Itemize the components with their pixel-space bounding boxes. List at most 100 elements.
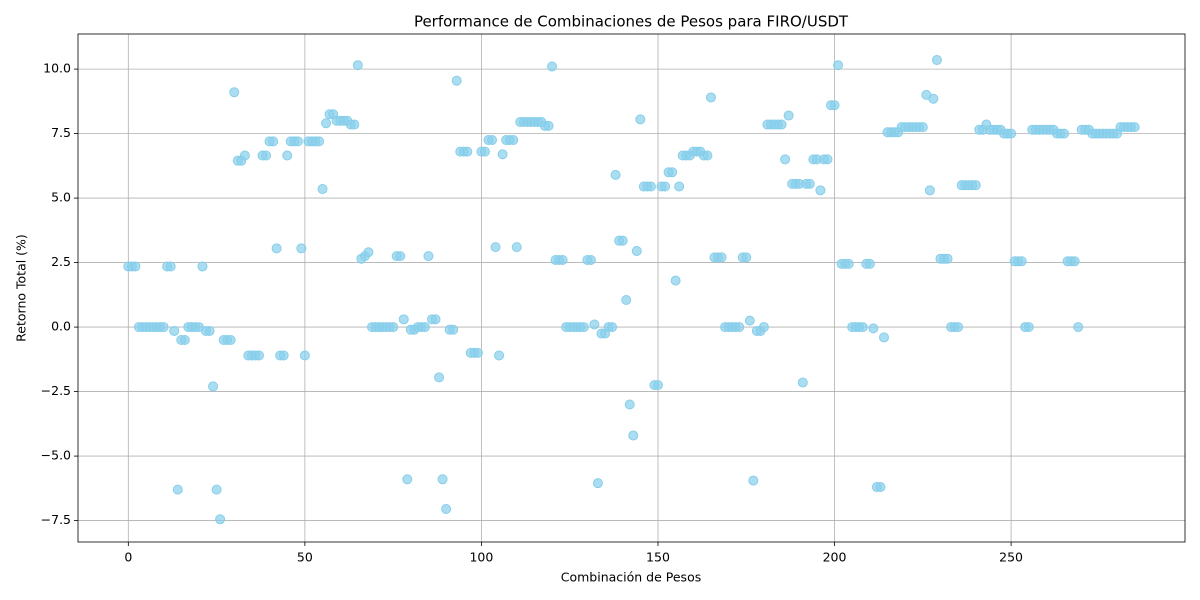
point	[621, 294, 632, 305]
point	[557, 255, 568, 266]
y-tick-label: 7.5	[51, 125, 71, 140]
point	[352, 60, 363, 71]
y-tick-label: −2.5	[41, 383, 71, 398]
point	[1006, 128, 1017, 139]
point	[211, 484, 222, 495]
point	[296, 243, 307, 254]
point	[942, 253, 953, 264]
point	[783, 110, 794, 121]
x-tick-label: 100	[469, 550, 493, 565]
point	[917, 122, 928, 133]
point	[864, 258, 875, 269]
point	[282, 150, 293, 161]
point	[1129, 122, 1140, 133]
point	[1073, 322, 1084, 333]
point	[1069, 256, 1080, 267]
point	[490, 242, 501, 253]
point	[628, 430, 639, 441]
point	[423, 251, 434, 262]
plot-frame	[77, 33, 1186, 543]
y-tick-label: −7.5	[41, 512, 71, 527]
point	[741, 252, 752, 263]
point	[253, 350, 264, 361]
point	[624, 399, 635, 410]
point	[479, 146, 490, 157]
point	[441, 503, 452, 514]
y-axis-label: Retorno Total (%)	[14, 234, 29, 342]
point	[631, 245, 642, 256]
point	[705, 92, 716, 103]
point	[225, 334, 236, 345]
point	[158, 322, 169, 333]
point	[670, 275, 681, 286]
point	[487, 135, 498, 146]
point	[928, 93, 939, 104]
point	[970, 180, 981, 191]
point	[797, 377, 808, 388]
point	[434, 372, 445, 383]
point	[829, 100, 840, 111]
point	[868, 323, 879, 334]
point	[313, 136, 324, 147]
point	[508, 135, 519, 146]
x-tick-label: 50	[297, 550, 313, 565]
x-tick-label: 150	[646, 550, 670, 565]
point	[744, 315, 755, 326]
point	[748, 475, 759, 486]
point	[261, 150, 272, 161]
point	[857, 322, 868, 333]
point	[645, 181, 656, 192]
point	[204, 325, 215, 336]
point	[758, 322, 769, 333]
point	[617, 235, 628, 246]
y-tick-label: 10.0	[43, 61, 71, 76]
point	[497, 149, 508, 160]
x-axis-label: Combinación de Pesos	[561, 570, 702, 585]
point	[349, 119, 360, 130]
x-tick-label: 250	[999, 550, 1023, 565]
point	[451, 75, 462, 86]
point	[215, 514, 226, 525]
point	[878, 332, 889, 343]
point	[197, 261, 208, 272]
point	[239, 150, 250, 161]
point	[589, 319, 600, 330]
point	[660, 181, 671, 192]
point	[165, 261, 176, 272]
point	[430, 314, 441, 325]
point	[953, 322, 964, 333]
point	[610, 169, 621, 180]
point	[780, 154, 791, 165]
point	[815, 185, 826, 196]
point	[278, 350, 289, 361]
point	[652, 380, 663, 391]
point	[395, 251, 406, 262]
point	[734, 322, 745, 333]
point	[448, 324, 459, 335]
point	[229, 87, 240, 98]
point	[833, 60, 844, 71]
point	[843, 258, 854, 269]
point	[437, 474, 448, 485]
y-tick-label: 5.0	[51, 190, 71, 205]
point	[271, 243, 282, 254]
point	[388, 322, 399, 333]
point	[875, 482, 886, 493]
point	[472, 347, 483, 358]
point	[804, 178, 815, 189]
point	[543, 120, 554, 131]
chart-title: Performance de Combinaciones de Pesos pa…	[414, 13, 849, 31]
point	[547, 61, 558, 72]
point	[674, 181, 685, 192]
point	[402, 474, 413, 485]
point	[268, 136, 279, 147]
point	[924, 185, 935, 196]
point	[592, 478, 603, 489]
point	[321, 118, 332, 129]
point	[398, 314, 409, 325]
point	[1016, 256, 1027, 267]
y-tick-label: 0.0	[51, 319, 71, 334]
point	[511, 242, 522, 253]
point	[292, 136, 303, 147]
